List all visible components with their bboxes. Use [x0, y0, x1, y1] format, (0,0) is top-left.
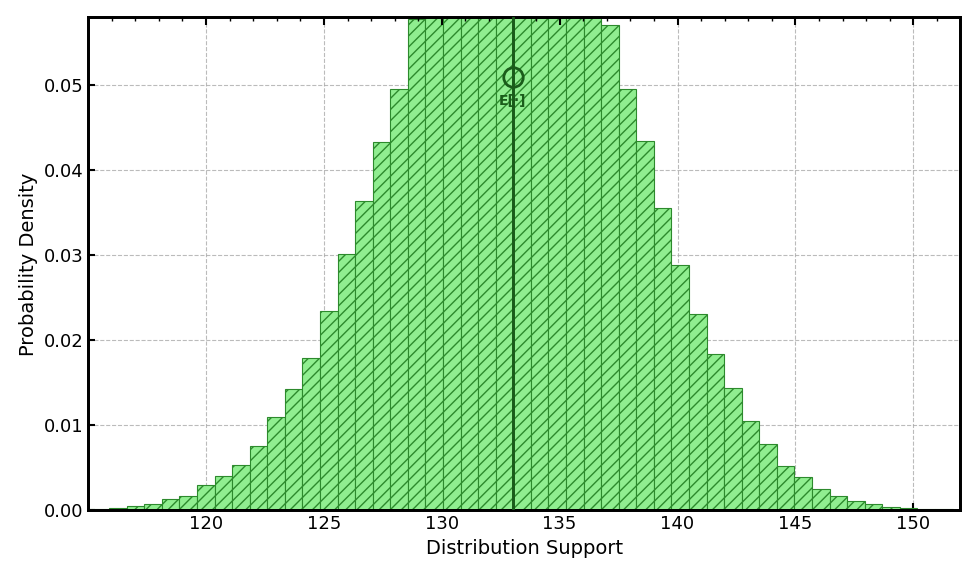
Bar — [372, 142, 390, 510]
Bar — [531, 0, 549, 510]
Bar — [707, 354, 724, 510]
Y-axis label: Probability Density: Probability Density — [19, 172, 38, 356]
Bar — [303, 358, 320, 510]
Bar — [443, 0, 461, 510]
Bar — [461, 0, 478, 510]
Bar — [337, 253, 355, 510]
Bar — [566, 0, 584, 510]
Bar — [320, 311, 337, 510]
Bar — [689, 314, 707, 510]
Bar — [760, 444, 777, 510]
Bar — [636, 141, 654, 510]
Bar — [900, 508, 917, 510]
Bar — [478, 0, 496, 510]
Bar — [830, 496, 847, 510]
Bar — [777, 466, 795, 510]
Bar — [285, 389, 303, 510]
Bar — [882, 507, 900, 510]
Bar — [724, 389, 742, 510]
Bar — [514, 0, 531, 510]
X-axis label: Distribution Support: Distribution Support — [425, 539, 623, 558]
Bar — [126, 506, 144, 510]
Bar — [935, 509, 953, 510]
Bar — [618, 89, 636, 510]
Bar — [162, 499, 179, 510]
Bar — [91, 509, 109, 510]
Bar — [671, 265, 689, 510]
Bar — [390, 89, 408, 510]
Bar — [425, 0, 443, 510]
Bar — [197, 485, 215, 510]
Bar — [215, 476, 232, 510]
Bar — [601, 25, 618, 510]
Bar — [917, 509, 935, 510]
Bar — [549, 0, 566, 510]
Bar — [250, 445, 268, 510]
Bar — [812, 488, 830, 510]
Bar — [864, 504, 882, 510]
Bar — [268, 417, 285, 510]
Bar — [847, 501, 864, 510]
Bar — [408, 19, 425, 510]
Bar — [654, 208, 671, 510]
Bar — [232, 465, 250, 510]
Bar — [74, 509, 91, 510]
Text: E[·]: E[·] — [499, 94, 526, 108]
Bar — [742, 421, 760, 510]
Bar — [795, 477, 812, 510]
Bar — [144, 504, 162, 510]
Bar — [109, 508, 126, 510]
Bar — [584, 0, 601, 510]
Bar — [496, 0, 514, 510]
Bar — [355, 201, 372, 510]
Bar — [179, 496, 197, 510]
